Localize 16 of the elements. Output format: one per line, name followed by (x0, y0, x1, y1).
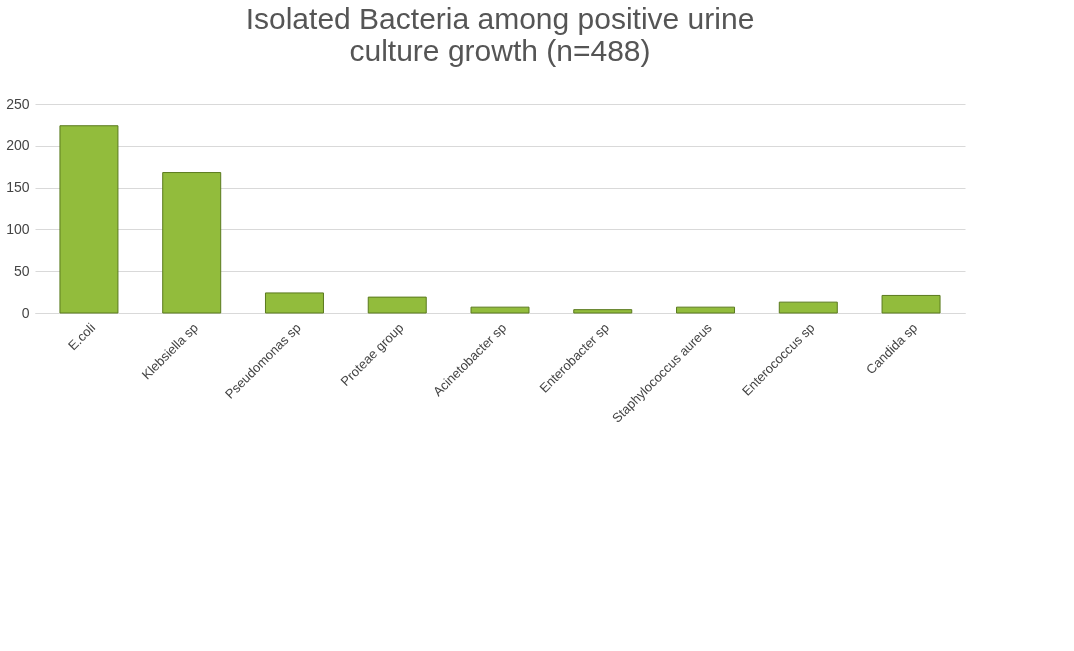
bar (367, 296, 427, 314)
bar (676, 306, 736, 314)
y-tick-label: 200 (6, 137, 30, 154)
bar (59, 125, 119, 314)
bar (778, 301, 838, 314)
chart-title: Isolated Bacteria among positive urine culture growth (n=488) (245, 2, 755, 67)
bar (162, 172, 222, 314)
y-tick-label: 0 (21, 304, 30, 321)
y-tick-label: 50 (13, 262, 30, 279)
y-tick-label: 100 (6, 220, 30, 237)
bar (881, 294, 941, 314)
bar (573, 309, 633, 314)
y-tick-label: 150 (6, 179, 30, 196)
bar (470, 306, 530, 314)
bar (264, 292, 324, 314)
y-tick-label: 250 (6, 95, 30, 112)
